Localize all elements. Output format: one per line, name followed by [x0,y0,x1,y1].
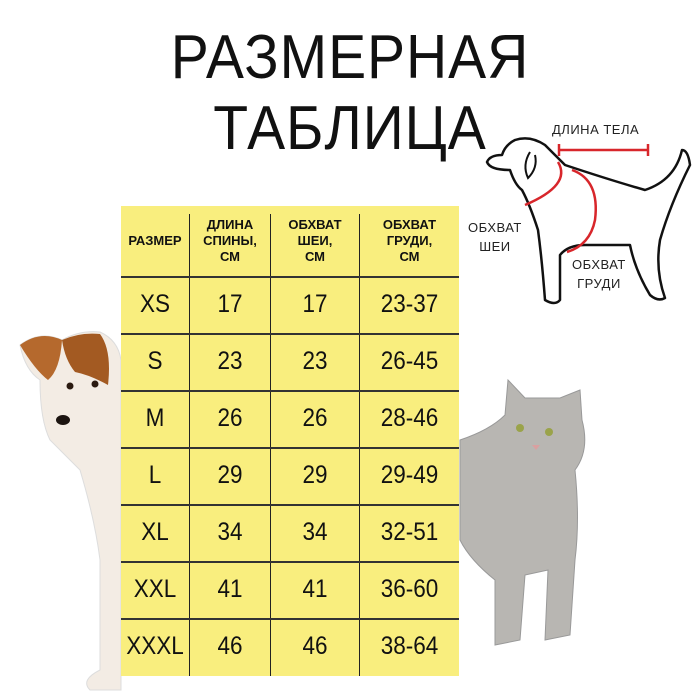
cell-size: XL [141,518,169,546]
row-divider [121,561,459,563]
cell-neck-girth: 46 [302,632,328,660]
cell-back-length: 41 [217,575,243,603]
cell-chest-girth: 23-37 [380,290,439,318]
cell-size: XXXL [126,632,184,660]
size-table: РАЗМЕР ДЛИНА СПИНЫ, СМ ОБХВАТ ШЕИ, СМ ОБХВАТ… [121,206,459,676]
label-body-length: ДЛИНА ТЕЛА [552,122,640,137]
cell-back-length: 23 [217,347,243,375]
row-divider [121,618,459,620]
header-size: РАЗМЕР [128,233,182,248]
dog-nose [56,415,70,425]
header-neck-girth: ОБХВАТ ШЕИ, СМ [288,217,342,264]
dog-measurement-diagram: ДЛИНА ТЕЛА ОБХВАТ ШЕИ ОБХВАТ ГРУДИ [460,110,700,320]
cell-neck-girth: 23 [302,347,328,375]
cell-neck-girth: 34 [302,518,328,546]
cell-back-length: 46 [217,632,243,660]
page-title: РАЗМЕРНАЯ ТАБЛИЦА [170,23,530,163]
cell-back-length: 26 [217,404,243,432]
cell-size: M [145,404,165,432]
dog-outline [485,137,692,305]
label-neck-girth: ОБХВАТ ШЕИ [468,220,522,254]
row-divider [121,333,459,335]
cell-chest-girth: 26-45 [380,347,439,375]
cat-image [459,378,586,646]
cell-chest-girth: 29-49 [380,461,439,489]
dog-eye [66,382,74,390]
column-divider [359,214,360,676]
cat-eye [516,424,524,432]
cell-back-length: 34 [217,518,243,546]
row-divider [121,390,459,392]
cell-back-length: 29 [217,461,243,489]
cell-chest-girth: 36-60 [380,575,439,603]
row-divider [121,504,459,506]
cell-back-length: 17 [217,290,243,318]
cell-chest-girth: 28-46 [380,404,439,432]
cell-neck-girth: 29 [302,461,328,489]
row-divider [121,447,459,449]
chest-girth-marker [566,168,597,254]
cell-neck-girth: 17 [302,290,328,318]
cell-chest-girth: 32-51 [380,518,439,546]
cell-size: XXL [133,575,177,603]
cell-neck-girth: 41 [302,575,328,603]
cell-size: XS [139,290,171,318]
cell-neck-girth: 26 [302,404,328,432]
dog-image [19,331,122,691]
header-chest-girth: ОБХВАТ ГРУДИ, СМ [382,217,437,264]
cell-size: S [147,347,163,375]
label-chest-girth: ОБХВАТ ГРУДИ [572,257,626,291]
cell-chest-girth: 38-64 [380,632,439,660]
column-divider [189,214,190,676]
row-divider [121,276,459,278]
cell-size: L [148,461,162,489]
column-divider [270,214,271,676]
neck-girth-marker [524,161,563,207]
header-back-length: ДЛИНА СПИНЫ, СМ [203,217,257,264]
